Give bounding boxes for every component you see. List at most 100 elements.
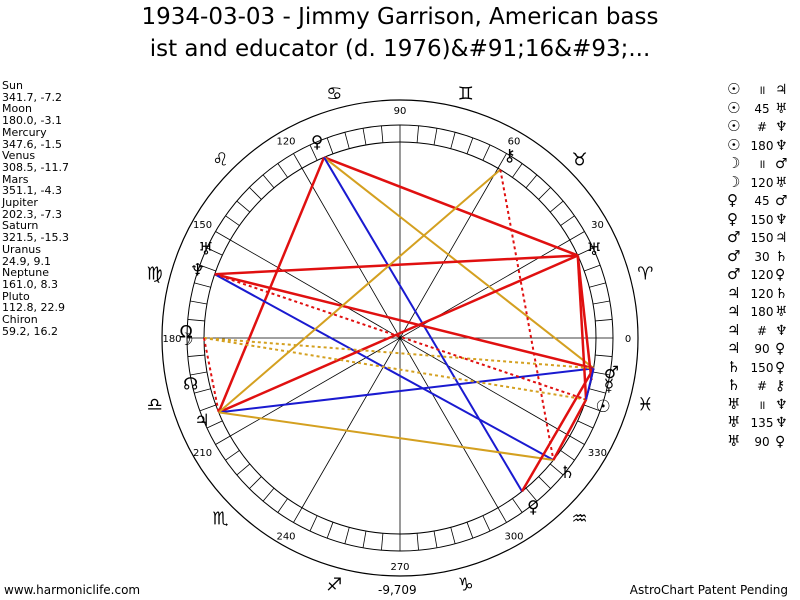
aspect-line (203, 337, 587, 401)
degree-tick (194, 282, 211, 288)
degree-tick (569, 231, 585, 241)
aspect-p1: ☽ (727, 154, 741, 172)
degree-tick (497, 153, 507, 169)
degree-tick (249, 187, 262, 200)
aspect-p2: ♆ (775, 211, 788, 228)
degree-tick (225, 215, 240, 226)
aspect-row: ☉ 180 ♆ (727, 136, 797, 155)
aspect-row: ♀ 45 ♂ (727, 191, 797, 210)
planet-positions-list: Sun 341.7, -7.2 Moon 180.0, -3.1 Mercury 347.… (2, 80, 69, 337)
aspect-p2: ♆ (775, 137, 788, 154)
aspect-p2: ♀ (775, 359, 786, 376)
planet-value: 351.1, -4.3 (2, 184, 62, 198)
aspect-list: ☉ ॥ ♃ ☉ 45 ♅ ☉ # ♆ ☉ 180 ♆ ☽ ॥ ♂ ☽ 120 ♅ ♀ 45 ♂ ♀ 150 ♆ ♂ 150 ♃ ♂ 30… (727, 80, 797, 450)
aspect-line (203, 337, 594, 370)
zodiac-sign-glyph: ♋ (326, 84, 342, 105)
aspect-p1: ♅ (727, 431, 741, 450)
degree-label: 90 (394, 106, 407, 117)
aspect-asp: 120 (750, 175, 774, 190)
aspect-row: ♄ 150 ♀ (727, 358, 797, 377)
degree-tick (512, 498, 523, 513)
degree-tick (592, 371, 610, 376)
degree-tick (595, 354, 613, 357)
degree-tick (225, 450, 240, 461)
degree-tick (249, 476, 262, 489)
degree-tick (262, 174, 275, 189)
footer-patent: AstroChart Patent Pending (629, 583, 788, 597)
planet-glyph: ♃ (194, 411, 209, 431)
zodiac-sign-glyph: ♐ (326, 574, 342, 595)
aspect-p2: ♀ (775, 341, 786, 357)
aspect-row: ♂ 120 ♀ (727, 265, 797, 284)
aspect-asp: 90 (754, 434, 770, 449)
aspect-p2: ⚷ (775, 378, 786, 394)
aspect-row: ☉ 45 ♅ (727, 99, 797, 118)
house-spoke (230, 239, 570, 437)
degree-tick (277, 498, 288, 513)
planet-glyph: ♅ (198, 240, 213, 260)
degree-tick (433, 128, 438, 146)
degree-tick (215, 231, 231, 241)
planet-value: 321.5, -15.3 (2, 231, 69, 245)
degree-tick (194, 388, 211, 394)
aspect-p2: ♃ (775, 82, 788, 98)
aspect-row: ☉ ॥ ♃ (727, 80, 797, 99)
aspect-p2: ♅ (775, 100, 788, 117)
aspect-line (218, 411, 554, 462)
planet-glyph: ♅ (586, 240, 601, 260)
planet-value: 347.6, -1.5 (2, 137, 62, 151)
planet-name: Saturn (2, 219, 39, 233)
chart-title-line1: 1934-03-03 - Jimmy Garrison, American ba… (141, 4, 659, 30)
degree-tick (215, 435, 231, 445)
aspect-p1: ♀ (727, 191, 738, 209)
aspect-p1: ♂ (727, 228, 741, 246)
aspect-asp: 135 (750, 416, 774, 430)
degree-tick (538, 476, 551, 489)
aspect-asp: ॥ (758, 157, 766, 171)
zodiac-sign-glyph: ♑ (458, 574, 474, 595)
planet-glyph: ☿ (604, 376, 614, 396)
aspect-p2: ♅ (775, 174, 788, 191)
degree-label: 210 (193, 448, 212, 459)
degree-tick (549, 200, 564, 213)
zodiac-sign-glyph: ♈ (637, 263, 653, 284)
aspect-asp: 180 (750, 305, 774, 319)
aspect-row: ♅ 135 ♆ (727, 413, 797, 432)
degree-tick (482, 515, 491, 532)
aspect-p2: ♄ (775, 285, 788, 302)
degree-tick (262, 487, 275, 502)
footer-website: www.harmoniclife.com (4, 583, 141, 597)
degree-tick (190, 300, 208, 305)
degree-tick (560, 450, 575, 461)
aspect-asp: 120 (750, 268, 774, 282)
aspect-p1: ☉ (727, 80, 741, 98)
aspect-p1: ☉ (727, 117, 741, 135)
aspect-row: ♃ 90 ♀ (727, 339, 797, 358)
planet-name: Neptune (2, 266, 50, 280)
aspect-asp: 150 (750, 360, 774, 375)
degree-tick (416, 125, 419, 143)
aspect-row: ♀ 150 ♆ (727, 210, 797, 229)
planet-glyph: ♀ (311, 133, 323, 153)
planet-name: Mercury (2, 125, 47, 139)
planet-name: Uranus (2, 242, 41, 256)
aspect-p1: ♂ (727, 265, 741, 283)
degree-tick (236, 200, 251, 213)
degree-tick (381, 125, 384, 143)
aspect-line (203, 337, 220, 413)
degree-label: 30 (591, 220, 604, 231)
zodiac-sign-glyph: ♎ (147, 395, 163, 416)
aspect-row: ♅ ॥ ♆ (727, 395, 797, 414)
degree-tick (381, 533, 384, 551)
degree-tick (595, 319, 613, 322)
degree-tick (589, 282, 606, 288)
aspect-row: ♂ 30 ♄ (727, 247, 797, 266)
outer-ring (161, 99, 639, 577)
aspect-asp: ॥ (758, 83, 766, 97)
degree-tick (236, 463, 251, 476)
aspect-p2: ♆ (775, 396, 788, 413)
degree-tick (277, 163, 288, 178)
aspect-asp: 45 (754, 194, 770, 208)
aspect-line (218, 367, 594, 414)
